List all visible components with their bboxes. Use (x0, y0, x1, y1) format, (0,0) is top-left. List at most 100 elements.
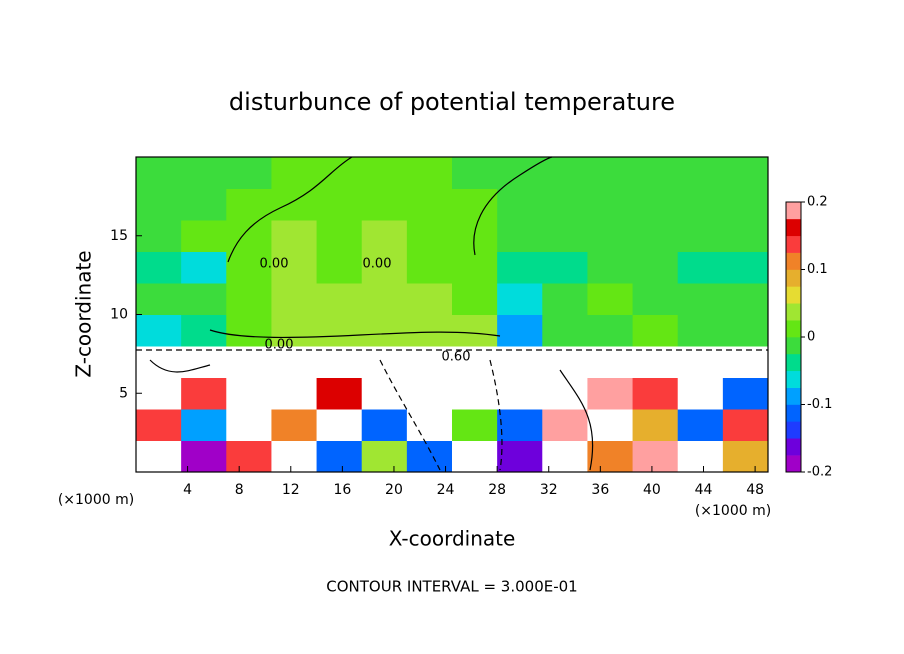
heat-cell (542, 283, 588, 315)
heat-cell (722, 377, 769, 410)
heat-cell (226, 440, 272, 473)
heat-cell (542, 251, 588, 284)
x-tick-label: 40 (643, 482, 661, 498)
heat-cell (632, 440, 679, 473)
heat-cell (452, 157, 498, 189)
heat-cell (226, 314, 272, 347)
heat-cell (632, 346, 679, 378)
heat-cell (271, 283, 318, 315)
heat-cell (632, 251, 679, 284)
heat-cell (497, 251, 543, 284)
heat-cell (632, 314, 679, 347)
colorbar-band (786, 387, 801, 405)
contour-line (473, 156, 553, 256)
heat-cell (722, 409, 769, 441)
x-tick-label: 8 (235, 482, 244, 498)
heat-cell (316, 346, 363, 378)
colorbar-band (786, 286, 801, 304)
heat-cell (677, 157, 724, 189)
colorbar-tick-label: -0.2 (807, 465, 832, 480)
heat-cell (181, 440, 227, 473)
heat-cell (136, 377, 182, 410)
heat-cell (722, 188, 769, 221)
heat-cell (316, 157, 363, 189)
colorbar-band (786, 320, 801, 338)
heat-cell (587, 283, 634, 315)
heat-cell (452, 220, 498, 252)
heat-cell (497, 377, 543, 410)
x-axis-label: X-coordinate (389, 527, 516, 551)
heat-cell (361, 440, 408, 473)
heat-cell (361, 314, 408, 347)
heat-cell (316, 377, 363, 410)
heat-cell (452, 188, 498, 221)
heat-cell (452, 440, 498, 473)
contour-labels: 0.00 0.00 0.00 0.60 (260, 257, 471, 365)
heat-cell (722, 283, 769, 315)
colorbar-band (786, 404, 801, 422)
colorbar-band (786, 337, 801, 355)
heat-cell (316, 188, 363, 221)
contour-label: 0.60 (442, 350, 471, 365)
heat-cell (587, 409, 634, 441)
heat-cell (406, 283, 453, 315)
x-tick-label: 12 (282, 482, 300, 498)
heat-cell (136, 157, 182, 189)
heat-cell (542, 157, 588, 189)
heat-cell (226, 251, 272, 284)
heat-cell (722, 251, 769, 284)
colorbar-tick-label: 0 (807, 330, 815, 345)
heat-cell (587, 440, 634, 473)
colorbar-band (786, 269, 801, 287)
heat-cell (361, 251, 408, 284)
heat-cell (497, 346, 543, 378)
heat-cell (181, 251, 227, 284)
heat-cell (677, 409, 724, 441)
colorbar-band (786, 202, 801, 220)
heat-cell (136, 188, 182, 221)
x-tick-label: 48 (746, 482, 764, 498)
heat-cell (361, 346, 408, 378)
heat-cell (361, 188, 408, 221)
x-tick-label: 24 (437, 482, 455, 498)
contour-line (227, 156, 353, 263)
x-tick-label: 4 (183, 482, 192, 498)
heat-cell (587, 314, 634, 347)
x-tick-label: 32 (540, 482, 558, 498)
heat-cell (406, 251, 453, 284)
heat-cell (587, 251, 634, 284)
y-tick-label: 5 (119, 385, 128, 401)
heat-cell (632, 157, 679, 189)
heat-cell (316, 409, 363, 441)
heat-cell (271, 157, 318, 189)
heat-cell (361, 377, 408, 410)
heat-cell (316, 220, 363, 252)
heat-cell (452, 251, 498, 284)
heat-cell (677, 220, 724, 252)
x-tick-label: 36 (591, 482, 609, 498)
heat-cell (271, 188, 318, 221)
contour-label: 0.00 (260, 257, 289, 272)
heat-cell (632, 409, 679, 441)
heat-cell (587, 346, 634, 378)
heat-cell (136, 440, 182, 473)
colorbar-band (786, 455, 801, 473)
colorbar-band (786, 252, 801, 270)
y-tick-label: 15 (110, 228, 128, 244)
y-axis-label: Z-coordinate (72, 250, 96, 377)
heat-cell (181, 346, 227, 378)
colorbar-band (786, 303, 801, 321)
x-tick-label: 44 (695, 482, 713, 498)
heat-cell (271, 409, 318, 441)
heat-cell (226, 220, 272, 252)
heat-cell (497, 409, 543, 441)
footer: CONTOUR INTERVAL = 3.000E-01 (326, 578, 577, 596)
heat-cell (542, 377, 588, 410)
heat-cell (316, 283, 363, 315)
heat-cell (722, 314, 769, 347)
heat-cell (497, 283, 543, 315)
x-tick-label: 16 (333, 482, 351, 498)
heat-cell (542, 220, 588, 252)
heat-cell (677, 314, 724, 347)
heat-cell (226, 377, 272, 410)
